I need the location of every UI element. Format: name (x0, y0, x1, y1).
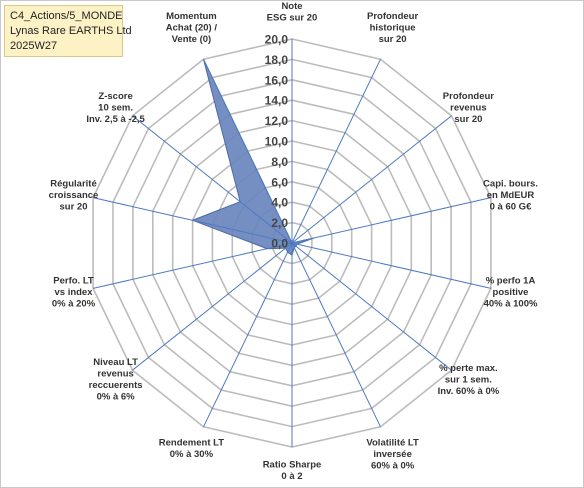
axis-label-line: 0 à 60 G€ (490, 201, 532, 212)
axis-label-line: Profondeur (367, 11, 418, 22)
axis-label-line: 10 sem. (98, 103, 133, 114)
axis-label: % perfo 1A positive 40% à 100% (484, 276, 538, 310)
axis-label-line: Régularité (50, 178, 96, 189)
axis-label-line: Volatilité LT (366, 438, 419, 449)
axis-label-line: Inv. 2,5 à -2,5 (86, 114, 145, 125)
axis-label-line: Capi. bours. (483, 178, 538, 189)
axis-label-line: Z-score (98, 91, 132, 102)
axis-label: Ratio Sharpe 0 à 2 (263, 459, 322, 482)
axis-spoke (203, 58, 293, 244)
axis-spoke (132, 115, 293, 244)
tick-label: 4,0 (271, 196, 288, 210)
tick-label: 2,0 (271, 216, 288, 230)
axis-label-line: 40% à 100% (484, 299, 538, 310)
axis-label: Volatilité LT inversée 60% à 0% (366, 438, 419, 472)
axis-label-line: vs index (54, 287, 93, 298)
axis-label-line: sur 1 sem. (445, 374, 492, 385)
axis-label: % perte max. sur 1 sem. Inv. 60% à 0% (438, 363, 500, 397)
axis-labels: Note ESG sur 20 Profondeur historique sur 20… (49, 1, 538, 482)
info-company: Lynas Rare EARTHS Ltd (10, 25, 132, 37)
axis-label-line: Rendement LT (159, 438, 224, 449)
tick-label: 20,0 (265, 33, 289, 47)
axis-label: Niveau LT revenus reccuerents 0% à 6% (89, 357, 143, 403)
axis-label: Rendement LT 0% à 30% (159, 438, 224, 461)
axis-label-line: Momentum (166, 11, 217, 22)
tick-label: 14,0 (265, 94, 289, 108)
axis-label-line: Perfo. LT (53, 276, 94, 287)
info-week: 2025W27 (10, 40, 58, 52)
axis-label-line: % perfo 1A (486, 276, 536, 287)
axis-label-line: Achat (20) / (166, 23, 218, 34)
axis-label-line: croissance (49, 190, 99, 201)
tick-label: 0,0 (271, 237, 288, 251)
axis-label: Capi. bours. en MdEUR 0 à 60 G€ (483, 178, 538, 212)
axis-spoke (291, 242, 492, 289)
axis-spoke (203, 242, 293, 428)
axis-spoke (92, 242, 293, 289)
axis-label-line: ESG sur 20 (267, 12, 318, 23)
axis-label-line: sur 20 (454, 114, 482, 125)
axis-label-line: Inv. 60% à 0% (438, 386, 500, 397)
axis-label: Note ESG sur 20 (267, 1, 318, 24)
axis-label-line: en MdEUR (487, 190, 535, 201)
axis-label-line: sur 20 (379, 34, 407, 45)
axis-label-line: % perte max. (439, 363, 498, 374)
axis-label: Régularité croissance sur 20 (49, 178, 99, 212)
axis-spoke (92, 197, 293, 244)
axis-label: Profondeur revenus sur 20 (443, 91, 494, 125)
axis-label-line: Profondeur (443, 91, 494, 102)
axis-label-line: revenus (450, 103, 486, 114)
axis-spoke (291, 115, 452, 244)
axis-label-line: 60% à 0% (371, 461, 415, 472)
axis-label-line: historique (370, 23, 416, 34)
axis-label: Profondeur historique sur 20 (367, 11, 418, 45)
axis-label-line: positive (493, 287, 529, 298)
axis-label-line: inversée (373, 449, 412, 460)
axis-label-line: Vente (0) (172, 34, 212, 45)
tick-label: 10,0 (265, 135, 289, 149)
axis-spoke (291, 58, 381, 244)
axis-label-line: Ratio Sharpe (263, 459, 322, 470)
axis-spoke (291, 242, 452, 371)
axis-label-line: 0% à 6% (97, 392, 136, 403)
axis-label-line: Note (281, 1, 302, 12)
axis-label-line: 0% à 30% (170, 449, 214, 460)
radial-tick-labels: 0,0 2,0 4,0 6,0 8,0 10,0 12,0 14,0 16,0 18,0 20,0 (265, 33, 289, 251)
info-box: C4_Actions/5_MONDE Lynas Rare EARTHS Ltd… (4, 5, 132, 57)
axis-spoke (132, 242, 293, 371)
radar-spokes (92, 39, 492, 447)
axis-spoke (291, 242, 381, 428)
axis-label-line: Niveau LT (93, 357, 138, 368)
tick-label: 6,0 (271, 175, 288, 189)
tick-label: 16,0 (265, 73, 289, 87)
axis-label-line: 0 à 2 (281, 471, 302, 482)
axis-label: Momentum Achat (20) / Vente (0) (166, 11, 218, 45)
axis-label-line: reccuerents (89, 380, 143, 391)
tick-label: 8,0 (271, 155, 288, 169)
axis-spoke (291, 197, 492, 244)
axis-label-line: 0% à 20% (52, 299, 96, 310)
axis-label-line: sur 20 (60, 201, 88, 212)
axis-label: Z-score 10 sem. Inv. 2,5 à -2,5 (86, 91, 145, 125)
axis-label: Perfo. LT vs index 0% à 20% (52, 276, 96, 310)
tick-label: 18,0 (265, 53, 289, 67)
tick-label: 12,0 (265, 114, 289, 128)
info-category: C4_Actions/5_MONDE (10, 10, 123, 22)
axis-label-line: revenus (97, 369, 133, 380)
